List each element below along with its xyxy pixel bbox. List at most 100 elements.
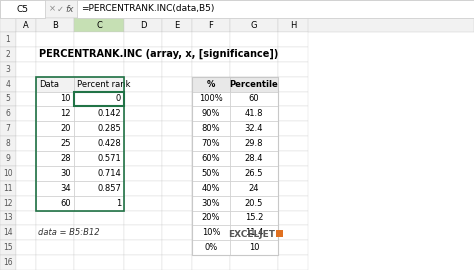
Bar (230, 92, 278, 106)
Text: fx: fx (65, 5, 73, 14)
Text: 12: 12 (3, 198, 13, 208)
Bar (162, 151, 192, 166)
Bar (0, 77, 16, 92)
Text: 10: 10 (61, 94, 71, 103)
Bar (162, 240, 192, 255)
Bar (0, 47, 16, 62)
Bar (0, 240, 16, 255)
Bar (0, 151, 16, 166)
Text: 15.2: 15.2 (245, 214, 263, 222)
Bar (230, 18, 278, 32)
Text: Data: Data (39, 80, 59, 89)
Text: 0.714: 0.714 (97, 169, 121, 178)
Bar (162, 77, 192, 92)
Text: 41.8: 41.8 (245, 109, 263, 118)
Bar (278, 240, 308, 255)
Bar (124, 121, 162, 136)
Bar (192, 211, 230, 225)
Bar (77, 0, 474, 18)
Text: Percentile: Percentile (229, 80, 278, 89)
Bar (74, 106, 124, 121)
Bar (36, 92, 74, 106)
Bar (230, 166, 278, 181)
Bar (230, 255, 278, 270)
Bar (124, 196, 162, 211)
Bar (36, 181, 74, 196)
Bar (230, 136, 278, 151)
Bar (36, 196, 74, 211)
Bar (74, 151, 124, 166)
Bar (74, 181, 124, 196)
Bar (36, 181, 74, 196)
Bar (0, 181, 16, 196)
Bar (162, 106, 192, 121)
Text: 8: 8 (6, 139, 10, 148)
Bar (36, 151, 74, 166)
Bar (162, 225, 192, 240)
Bar (74, 166, 124, 181)
Bar (16, 181, 36, 196)
Bar (162, 121, 192, 136)
Bar (230, 77, 278, 92)
Text: A: A (23, 21, 29, 29)
Bar (0, 136, 16, 151)
Bar (16, 77, 36, 92)
Bar (124, 225, 162, 240)
Bar (36, 18, 74, 32)
Bar (74, 196, 124, 211)
Bar (36, 92, 74, 106)
Bar (124, 166, 162, 181)
Bar (162, 92, 192, 106)
Bar (230, 92, 278, 106)
Bar (230, 77, 278, 92)
Bar (192, 77, 278, 255)
Bar (74, 211, 124, 225)
Bar (192, 181, 230, 196)
Bar (162, 18, 192, 32)
Bar (230, 196, 278, 211)
Bar (0, 92, 16, 106)
Text: 0.142: 0.142 (97, 109, 121, 118)
Text: 26.5: 26.5 (245, 169, 263, 178)
Bar (124, 106, 162, 121)
Bar (192, 211, 230, 225)
Bar (162, 166, 192, 181)
Text: 20: 20 (61, 124, 71, 133)
Bar (162, 211, 192, 225)
Bar (124, 151, 162, 166)
Bar (278, 18, 308, 32)
Text: 30%: 30% (202, 198, 220, 208)
Bar (192, 121, 230, 136)
Bar (230, 211, 278, 225)
Bar (36, 255, 74, 270)
Text: 30: 30 (60, 169, 71, 178)
Text: 10: 10 (3, 169, 13, 178)
Bar (16, 18, 36, 32)
Text: EXCELJET: EXCELJET (228, 230, 275, 239)
Text: F: F (209, 21, 213, 29)
Bar (278, 166, 308, 181)
Bar (0, 106, 16, 121)
Bar (16, 196, 36, 211)
Text: 25: 25 (61, 139, 71, 148)
Bar (278, 255, 308, 270)
Bar (230, 225, 278, 240)
Text: 16: 16 (3, 258, 13, 267)
Bar (230, 151, 278, 166)
Bar (124, 18, 162, 32)
Bar (192, 196, 230, 211)
Text: 50%: 50% (202, 169, 220, 178)
Text: 13: 13 (3, 214, 13, 222)
Bar (230, 32, 278, 47)
Bar (74, 225, 124, 240)
Text: 0.857: 0.857 (97, 184, 121, 193)
Bar (74, 166, 124, 181)
Bar (16, 106, 36, 121)
Bar (74, 77, 124, 92)
Text: 60: 60 (249, 94, 259, 103)
Bar (16, 62, 36, 77)
Bar (278, 47, 308, 62)
Bar (0, 18, 16, 32)
Bar (124, 92, 162, 106)
Bar (278, 32, 308, 47)
